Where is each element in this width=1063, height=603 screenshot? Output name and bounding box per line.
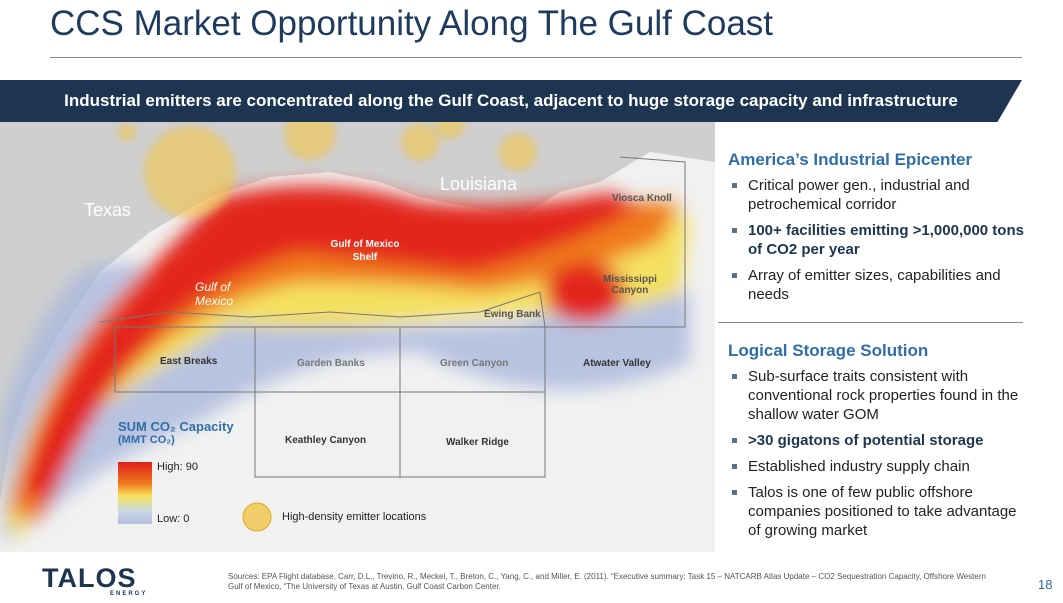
- map-label: Viosca Knoll: [612, 193, 672, 204]
- banner: Industrial emitters are concentrated alo…: [0, 80, 1022, 122]
- map-label: Walker Ridge: [446, 437, 509, 448]
- map-label: Green Canyon: [440, 358, 509, 369]
- map-label: Keathley Canyon: [285, 435, 367, 446]
- legend-emitters: High-density emitter locations: [282, 511, 427, 523]
- legend-title: SUM CO₂ Capacity: [118, 419, 234, 434]
- legend-scale: [118, 462, 152, 524]
- map-label: Ewing Bank: [484, 309, 541, 320]
- map-label: Mississippi Canyon: [603, 274, 657, 296]
- map-label: Louisiana: [440, 174, 518, 194]
- map-label: East Breaks: [160, 356, 218, 367]
- title-rule: [50, 57, 1022, 58]
- map-label: Gulf of Mexico: [195, 280, 234, 308]
- legend-unit: (MMT CO₂): [118, 434, 175, 446]
- map-label: Gulf of Mexico Shelf: [330, 239, 400, 263]
- bullet: Talos is one of few public offshore comp…: [728, 483, 1028, 540]
- logo-sub: ENERGY: [110, 591, 148, 597]
- bullet: >30 gigatons of potential storage: [728, 431, 1028, 450]
- panel: America’s Industrial Epicenter Critical …: [728, 150, 1028, 311]
- bullet-list: Sub-surface traits consistent with conve…: [728, 367, 1028, 540]
- page-number: 18: [1038, 577, 1053, 592]
- legend-high: High: 90: [157, 461, 198, 473]
- legend-emitter: [242, 502, 272, 532]
- bullet-list: Critical power gen., industrial and petr…: [728, 176, 1028, 304]
- bullet: Established industry supply chain: [728, 457, 1028, 476]
- map-label: Atwater Valley: [583, 358, 651, 369]
- map: [0, 122, 715, 552]
- legend-low: Low: 0: [157, 513, 190, 525]
- sources: Sources: EPA Flight database, Carr, D.L.…: [228, 572, 986, 591]
- banner-text: Industrial emitters are concentrated alo…: [64, 91, 958, 110]
- panel-heading: America’s Industrial Epicenter: [728, 150, 973, 169]
- logo: TALOS: [42, 563, 137, 593]
- map-label: Texas: [84, 200, 132, 220]
- map-label: Garden Banks: [297, 358, 365, 369]
- separator: [718, 322, 1023, 323]
- bullet: 100+ facilities emitting >1,000,000 tons…: [728, 221, 1028, 259]
- bullet: Sub-surface traits consistent with conve…: [728, 367, 1028, 424]
- panel: Logical Storage Solution Sub-surface tra…: [728, 341, 1028, 547]
- panel-heading: Logical Storage Solution: [728, 341, 929, 360]
- bullet: Array of emitter sizes, capabilities and…: [728, 266, 1028, 304]
- bullet: Critical power gen., industrial and petr…: [728, 176, 1028, 214]
- title: CCS Market Opportunity Along The Gulf Co…: [50, 4, 774, 43]
